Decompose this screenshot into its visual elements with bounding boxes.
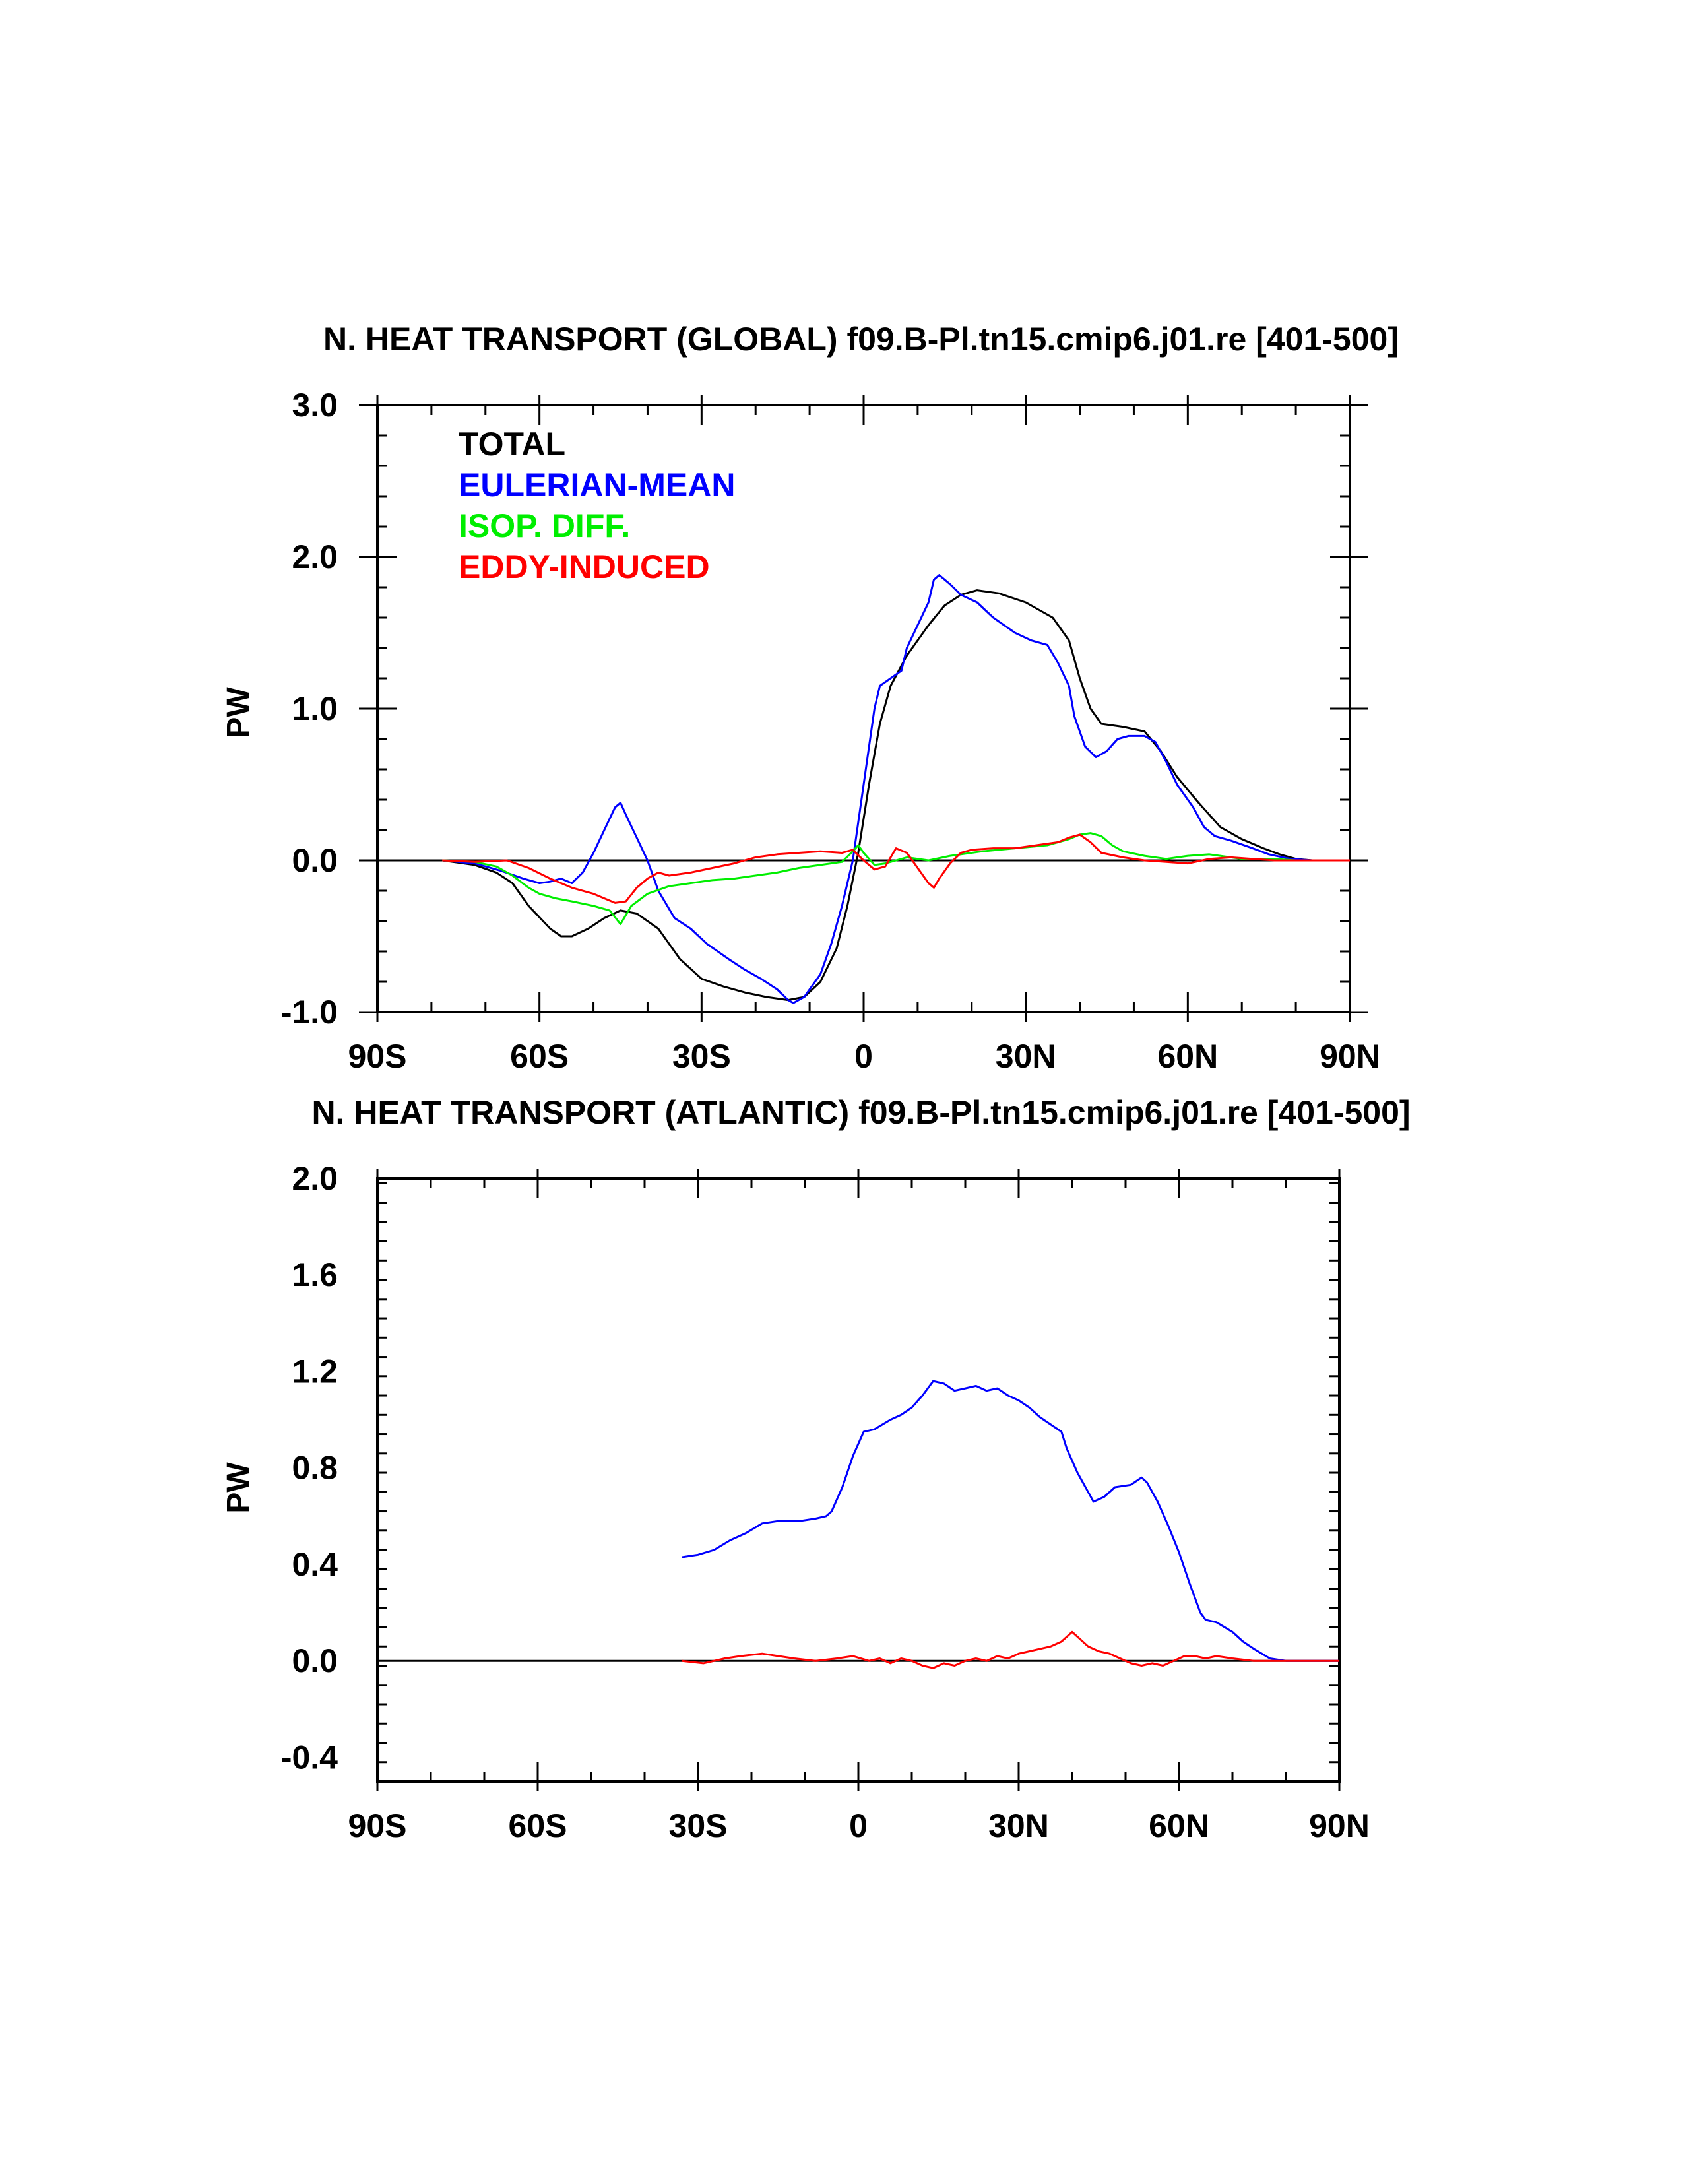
x-tick-label: 30N (996, 1038, 1056, 1075)
y-tick-label: 1.0 (292, 690, 338, 727)
legend-entry: EDDY-INDUCED (459, 548, 710, 585)
y-tick-label: 0.0 (292, 842, 338, 879)
series-line-0 (682, 1380, 1339, 1662)
x-tick-label: 60N (1157, 1038, 1218, 1075)
y-tick-label: 2.0 (292, 538, 338, 575)
plot-area: 90S 60S 30S 0 30N 60N 90N -1.0 0.0 1.0 2.0 3.0 TOTAL… (281, 387, 1380, 1075)
global-heat-transport-chart: N. HEAT TRANSPORT (GLOBAL) f09.B-Pl.tn15… (221, 321, 1399, 1075)
y-tick-label: 1.2 (292, 1353, 338, 1390)
plot-frame (376, 1177, 1341, 1783)
y-axis-label: PW (221, 687, 256, 738)
x-tick-label: 90N (1309, 1807, 1370, 1844)
y-tick-label: 2.0 (292, 1160, 338, 1197)
x-tick-label: 90S (348, 1807, 407, 1844)
series-line-1 (442, 574, 1350, 1004)
x-tick-label: 60N (1149, 1807, 1209, 1844)
y-tick-label: -1.0 (281, 994, 338, 1031)
x-tick-label: 0 (854, 1038, 873, 1075)
x-tick-label: 90N (1320, 1038, 1380, 1075)
plot-area: 90S 60S 30S 0 30N 60N 90N -0.4 0.0 0.4 0.8 1.2 1.6 2.… (281, 1160, 1370, 1844)
series-line-0 (442, 589, 1350, 1002)
series-line-1 (682, 1630, 1339, 1669)
y-tick-label: 3.0 (292, 387, 338, 424)
legend-entry: EULERIAN-MEAN (459, 466, 735, 503)
x-tick-label: 60S (510, 1038, 569, 1075)
x-tick-label: 0 (849, 1807, 868, 1844)
series-line-3 (442, 833, 1350, 904)
y-tick-label: 0.0 (292, 1642, 338, 1679)
x-tick-label: 90S (348, 1038, 407, 1075)
x-tick-label: 30S (669, 1807, 728, 1844)
legend-entry: ISOP. DIFF. (459, 507, 630, 544)
x-tick-label: 30S (672, 1038, 731, 1075)
y-tick-label: 0.8 (292, 1450, 338, 1487)
chart-title: N. HEAT TRANSPORT (GLOBAL) f09.B-Pl.tn15… (323, 321, 1399, 358)
x-tick-label: 60S (509, 1807, 567, 1844)
y-tick-label: 1.6 (292, 1256, 338, 1293)
y-tick-label: 0.4 (292, 1546, 338, 1583)
y-tick-label: -0.4 (281, 1739, 338, 1776)
x-tick-label: 30N (988, 1807, 1049, 1844)
legend-entry: TOTAL (459, 426, 565, 463)
series-line-2 (442, 832, 1350, 926)
y-axis-label: PW (221, 1462, 256, 1514)
atlantic-heat-transport-chart: N. HEAT TRANSPORT (ATLANTIC) f09.B-Pl.tn… (221, 1094, 1411, 1844)
chart-title: N. HEAT TRANSPORT (ATLANTIC) f09.B-Pl.tn… (311, 1094, 1410, 1131)
